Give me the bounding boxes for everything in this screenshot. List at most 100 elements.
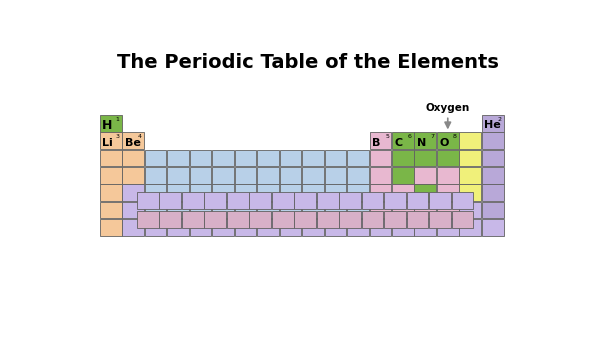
FancyBboxPatch shape	[370, 132, 391, 149]
FancyBboxPatch shape	[325, 202, 346, 218]
FancyBboxPatch shape	[407, 211, 428, 228]
FancyBboxPatch shape	[460, 202, 481, 218]
FancyBboxPatch shape	[280, 202, 301, 218]
FancyBboxPatch shape	[257, 219, 279, 236]
FancyBboxPatch shape	[182, 192, 203, 209]
FancyBboxPatch shape	[235, 150, 256, 166]
FancyBboxPatch shape	[235, 219, 256, 236]
FancyBboxPatch shape	[302, 150, 324, 166]
FancyBboxPatch shape	[482, 184, 503, 201]
Text: C: C	[394, 138, 403, 148]
FancyBboxPatch shape	[452, 192, 473, 209]
Text: The Periodic Table of the Elements: The Periodic Table of the Elements	[116, 53, 499, 72]
FancyBboxPatch shape	[460, 219, 481, 236]
FancyBboxPatch shape	[122, 132, 144, 149]
FancyBboxPatch shape	[122, 184, 144, 201]
FancyBboxPatch shape	[437, 150, 458, 166]
FancyBboxPatch shape	[190, 219, 211, 236]
Text: 6: 6	[408, 134, 412, 139]
FancyBboxPatch shape	[100, 132, 121, 149]
FancyBboxPatch shape	[370, 167, 391, 184]
FancyBboxPatch shape	[212, 150, 234, 166]
Text: N: N	[417, 138, 426, 148]
FancyBboxPatch shape	[272, 192, 293, 209]
FancyBboxPatch shape	[415, 132, 436, 149]
FancyBboxPatch shape	[392, 184, 413, 201]
FancyBboxPatch shape	[167, 167, 189, 184]
FancyBboxPatch shape	[190, 202, 211, 218]
FancyBboxPatch shape	[212, 167, 234, 184]
FancyBboxPatch shape	[362, 192, 383, 209]
FancyBboxPatch shape	[167, 184, 189, 201]
FancyBboxPatch shape	[437, 132, 458, 149]
FancyBboxPatch shape	[100, 150, 121, 166]
FancyBboxPatch shape	[227, 192, 248, 209]
FancyBboxPatch shape	[325, 167, 346, 184]
FancyBboxPatch shape	[145, 184, 166, 201]
FancyBboxPatch shape	[137, 192, 158, 209]
FancyBboxPatch shape	[370, 202, 391, 218]
FancyBboxPatch shape	[137, 211, 158, 228]
FancyBboxPatch shape	[325, 150, 346, 166]
FancyBboxPatch shape	[370, 150, 391, 166]
FancyBboxPatch shape	[460, 150, 481, 166]
FancyBboxPatch shape	[190, 184, 211, 201]
FancyBboxPatch shape	[302, 167, 324, 184]
Text: O: O	[439, 138, 449, 148]
FancyBboxPatch shape	[280, 219, 301, 236]
FancyBboxPatch shape	[482, 202, 503, 218]
FancyBboxPatch shape	[122, 150, 144, 166]
FancyBboxPatch shape	[339, 192, 361, 209]
FancyBboxPatch shape	[205, 192, 226, 209]
FancyBboxPatch shape	[145, 167, 166, 184]
FancyBboxPatch shape	[235, 202, 256, 218]
Text: 3: 3	[116, 134, 119, 139]
FancyBboxPatch shape	[460, 132, 481, 149]
FancyBboxPatch shape	[257, 150, 279, 166]
FancyBboxPatch shape	[325, 184, 346, 201]
FancyBboxPatch shape	[250, 192, 271, 209]
FancyBboxPatch shape	[190, 167, 211, 184]
FancyBboxPatch shape	[167, 219, 189, 236]
FancyBboxPatch shape	[160, 192, 181, 209]
FancyBboxPatch shape	[257, 167, 279, 184]
FancyBboxPatch shape	[437, 167, 458, 184]
FancyBboxPatch shape	[370, 219, 391, 236]
Text: B: B	[372, 138, 380, 148]
Text: 1: 1	[116, 117, 119, 122]
FancyBboxPatch shape	[347, 219, 369, 236]
FancyBboxPatch shape	[280, 150, 301, 166]
FancyBboxPatch shape	[347, 167, 369, 184]
Text: Li: Li	[102, 138, 113, 148]
FancyBboxPatch shape	[437, 202, 458, 218]
FancyBboxPatch shape	[257, 202, 279, 218]
FancyBboxPatch shape	[415, 150, 436, 166]
FancyBboxPatch shape	[384, 211, 406, 228]
FancyBboxPatch shape	[460, 184, 481, 201]
FancyBboxPatch shape	[429, 211, 451, 228]
FancyBboxPatch shape	[205, 211, 226, 228]
FancyBboxPatch shape	[235, 167, 256, 184]
FancyBboxPatch shape	[392, 150, 413, 166]
FancyBboxPatch shape	[347, 150, 369, 166]
FancyBboxPatch shape	[392, 219, 413, 236]
Text: 7: 7	[430, 134, 434, 139]
FancyBboxPatch shape	[384, 192, 406, 209]
Text: 2: 2	[497, 117, 502, 122]
Text: 4: 4	[138, 134, 142, 139]
FancyBboxPatch shape	[482, 150, 503, 166]
FancyBboxPatch shape	[257, 184, 279, 201]
FancyBboxPatch shape	[227, 211, 248, 228]
FancyBboxPatch shape	[302, 219, 324, 236]
FancyBboxPatch shape	[325, 219, 346, 236]
FancyBboxPatch shape	[482, 167, 503, 184]
FancyBboxPatch shape	[100, 115, 121, 132]
Text: Be: Be	[125, 138, 140, 148]
FancyBboxPatch shape	[295, 211, 316, 228]
FancyBboxPatch shape	[190, 150, 211, 166]
Text: 8: 8	[453, 134, 457, 139]
Text: 5: 5	[385, 134, 389, 139]
FancyBboxPatch shape	[122, 202, 144, 218]
FancyBboxPatch shape	[100, 167, 121, 184]
FancyBboxPatch shape	[392, 202, 413, 218]
